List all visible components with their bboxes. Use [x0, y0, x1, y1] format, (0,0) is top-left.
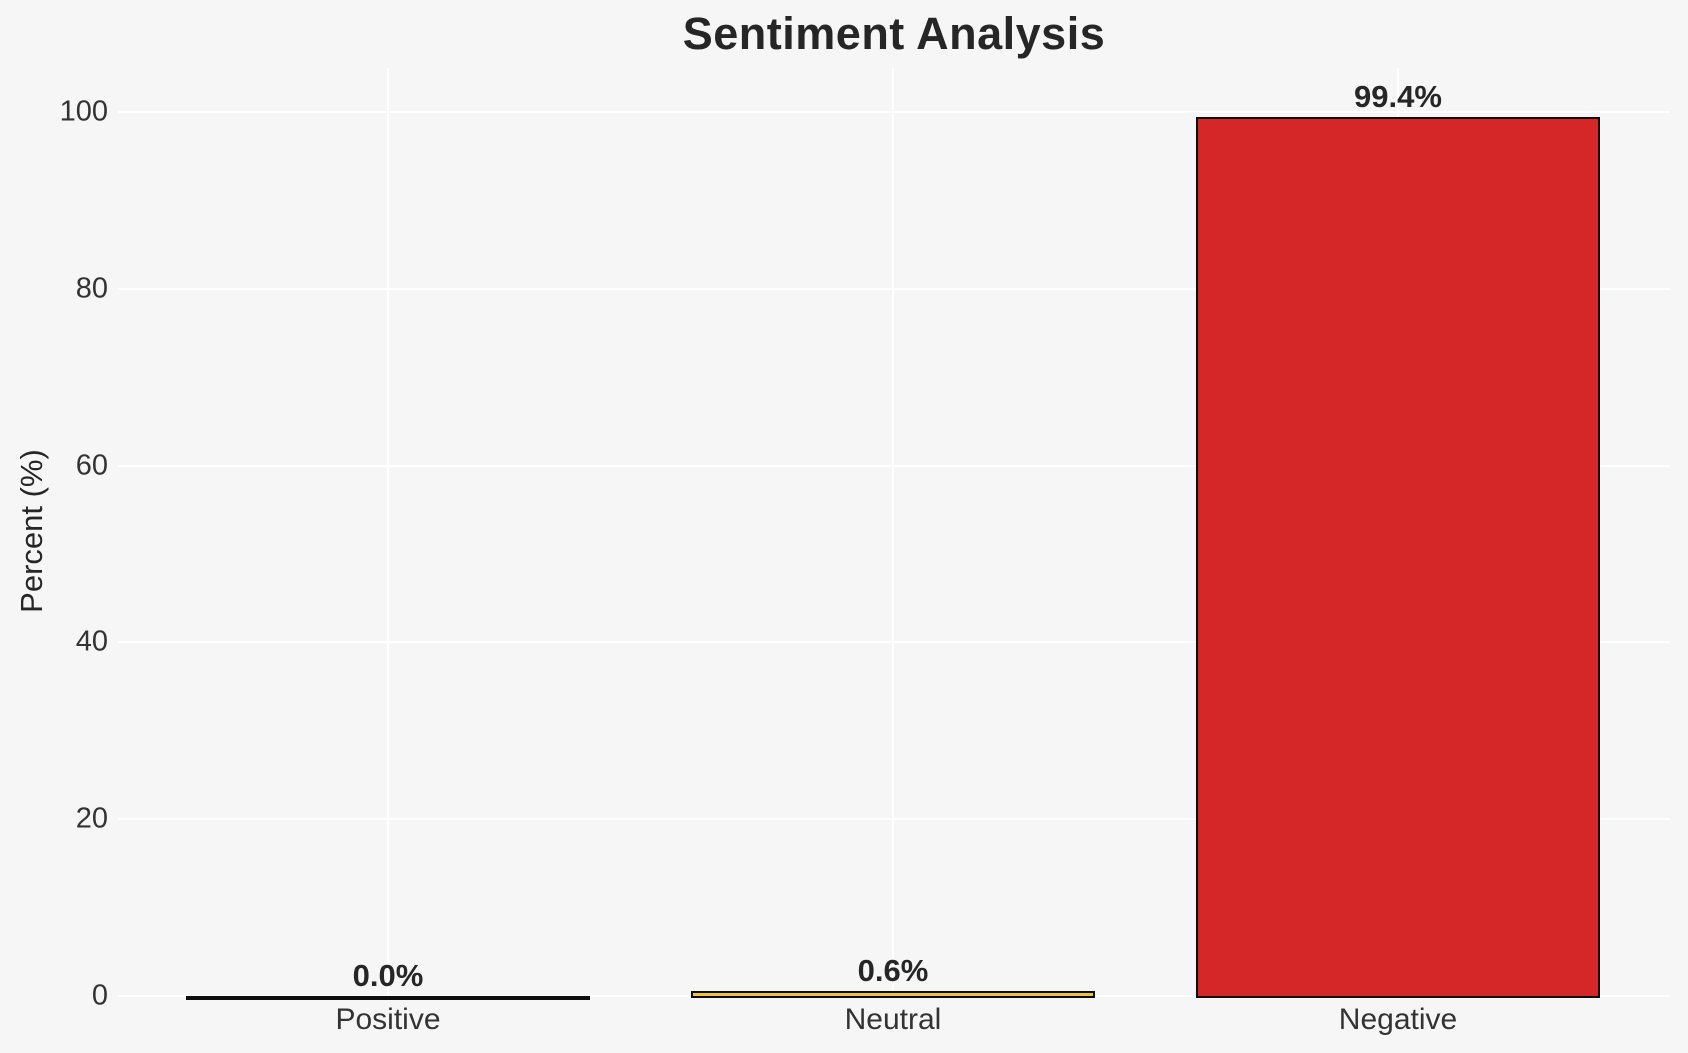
y-gridline [118, 287, 1670, 290]
y-gridline [118, 111, 1670, 113]
y-gridline [118, 464, 1670, 467]
bar-value-label: 0.0% [352, 958, 424, 993]
x-tick-label-neutral: Neutral [844, 1003, 942, 1036]
y-tick-label: 20 [75, 802, 108, 835]
bar-value-label: 99.4% [1354, 79, 1442, 114]
y-tick-label: 0 [91, 979, 108, 1012]
bar-positive [186, 996, 590, 1000]
y-tick-label: 80 [75, 272, 108, 305]
x-gridline [387, 68, 389, 996]
y-gridline [118, 641, 1670, 644]
x-tick-label-positive: Positive [335, 1003, 441, 1036]
x-tick-label-negative: Negative [1338, 1003, 1458, 1036]
y-tick-label: 60 [75, 449, 108, 482]
y-tick-label: 100 [59, 95, 108, 128]
y-tick-label: 40 [75, 625, 108, 658]
x-gridline [892, 68, 894, 996]
bar-value-label: 0.6% [857, 953, 929, 988]
bar-neutral [691, 991, 1095, 998]
chart-title: Sentiment Analysis [682, 8, 1106, 59]
bar-negative [1196, 117, 1600, 998]
y-gridline [118, 818, 1670, 821]
